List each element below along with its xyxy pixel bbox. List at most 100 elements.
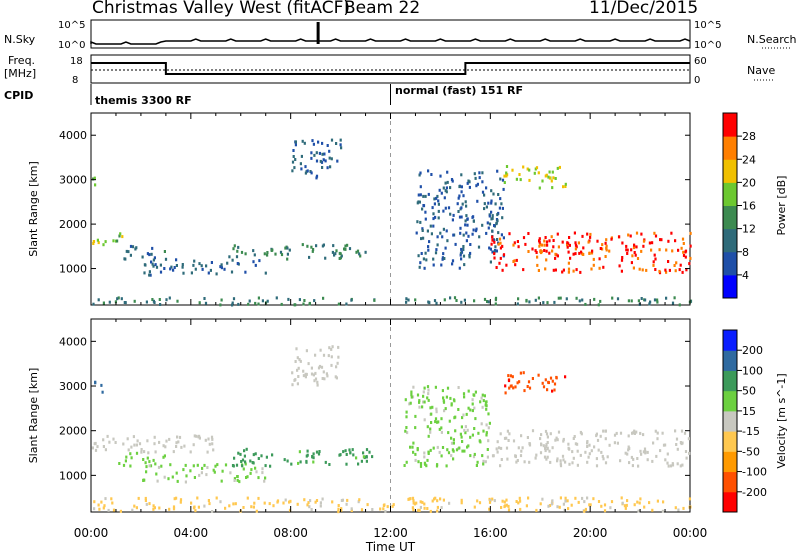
power-echo-cell <box>459 253 462 257</box>
power-echo-cell <box>433 197 436 201</box>
power-echo-cell <box>644 298 647 302</box>
power-y-tick-label: 2000 <box>59 218 87 231</box>
nave-label: Nave <box>747 64 775 77</box>
velocity-echo-cell <box>410 395 413 399</box>
velocity-echo-cell <box>182 468 185 472</box>
velocity-echo-cell <box>189 469 192 473</box>
velocity-echo-cell <box>464 425 467 429</box>
velocity-echo-cell <box>469 454 472 458</box>
velocity-echo-cell <box>404 429 407 433</box>
velocity-echo-cell <box>486 448 489 451</box>
velocity-echo-cell <box>655 454 658 458</box>
power-echo-cell <box>631 254 634 258</box>
power-echo-cell <box>432 257 435 261</box>
power-echo-cell <box>493 224 496 227</box>
power-colorbar-tick-label: 16 <box>742 200 756 213</box>
velocity-echo-cell <box>564 496 567 500</box>
velocity-echo-cell <box>439 497 442 501</box>
power-echo-cell <box>535 166 539 170</box>
power-echo-cell <box>321 166 324 169</box>
power-echo-cell <box>257 302 260 306</box>
power-echo-cell <box>497 231 500 235</box>
power-echo-cell <box>231 301 234 305</box>
power-echo-cell <box>566 245 569 249</box>
power-echo-cell <box>539 242 542 246</box>
velocity-echo-cell <box>295 347 298 351</box>
power-echo-cell <box>460 300 463 304</box>
velocity-echo-cell <box>153 442 156 446</box>
power-echo-cell <box>573 231 576 235</box>
velocity-echo-cell <box>423 451 426 455</box>
velocity-echo-cell <box>263 501 266 505</box>
velocity-echo-cell <box>623 504 626 508</box>
velocity-echo-cell <box>164 445 167 449</box>
power-echo-cell <box>489 247 492 251</box>
velocity-echo-cell <box>154 450 157 454</box>
power-echo-cell <box>567 270 570 274</box>
power-echo-cell <box>150 260 153 264</box>
velocity-echo-cell <box>627 434 630 438</box>
velocity-echo-cell <box>636 500 639 504</box>
velocity-echo-cell <box>331 345 334 349</box>
power-echo-cell <box>124 301 127 305</box>
power-echo-cell <box>670 231 673 235</box>
velocity-echo-cell <box>596 438 600 442</box>
velocity-echo-cell <box>642 450 645 454</box>
power-echo-cell <box>175 264 178 267</box>
velocity-echo-cell <box>419 500 422 504</box>
power-echo-cell <box>466 217 469 221</box>
velocity-echo-cell <box>545 432 549 436</box>
power-echo-cell <box>181 265 184 269</box>
power-echo-cell <box>543 243 546 247</box>
power-echo-cell <box>172 268 175 272</box>
velocity-echo-cell <box>535 508 538 512</box>
velocity-echo-cell <box>314 353 317 357</box>
power-echo-cell <box>464 219 467 223</box>
power-echo-cell <box>502 253 506 257</box>
velocity-echo-cell <box>571 461 574 465</box>
power-echo-cell <box>355 250 358 254</box>
velocity-echo-cell <box>637 464 640 468</box>
velocity-echo-cell <box>475 464 478 467</box>
power-echo-cell <box>373 298 376 302</box>
velocity-echo-cell <box>200 471 203 475</box>
nsky-trace <box>90 38 691 45</box>
power-echo-cell <box>438 188 441 192</box>
velocity-echo-cell <box>320 365 324 369</box>
power-echo-cell <box>486 300 489 303</box>
power-echo-cell <box>261 299 264 303</box>
power-echo-cell <box>451 218 454 222</box>
power-echo-cell <box>537 296 540 300</box>
power-echo-cell <box>667 239 670 243</box>
power-echo-cell <box>439 231 442 235</box>
velocity-echo-cell <box>675 437 679 441</box>
power-echo-cell <box>481 171 484 175</box>
velocity-echo-cell <box>368 450 371 454</box>
power-echo-cell <box>652 263 655 267</box>
velocity-echo-cell <box>203 463 206 467</box>
velocity-echo-cell <box>633 503 636 507</box>
power-echo-cell <box>310 245 313 249</box>
power-echo-cell <box>313 299 316 303</box>
velocity-echo-cell <box>355 456 358 460</box>
power-echo-cell <box>435 301 438 305</box>
velocity-echo-cell <box>570 503 573 507</box>
nsky-strip-frame <box>90 19 691 49</box>
power-echo-cell <box>254 263 257 267</box>
velocity-echo-cell <box>321 497 324 501</box>
velocity-echo-cell <box>423 400 426 404</box>
velocity-echo-cell <box>544 429 548 433</box>
power-echo-cell <box>488 222 492 226</box>
power-echo-cell <box>589 232 592 236</box>
power-echo-cell <box>237 245 240 249</box>
power-echo-cell <box>497 242 500 246</box>
velocity-echo-cell <box>541 497 544 501</box>
power-echo-cell <box>620 258 624 262</box>
power-colorbar-tick-label: 24 <box>742 153 756 166</box>
velocity-echo-cell <box>476 499 479 503</box>
power-echo-cell <box>618 235 621 239</box>
velocity-echo-cell <box>638 501 641 505</box>
power-echo-cell <box>674 239 677 243</box>
velocity-echo-cell <box>423 506 426 510</box>
velocity-echo-cell <box>508 432 511 436</box>
